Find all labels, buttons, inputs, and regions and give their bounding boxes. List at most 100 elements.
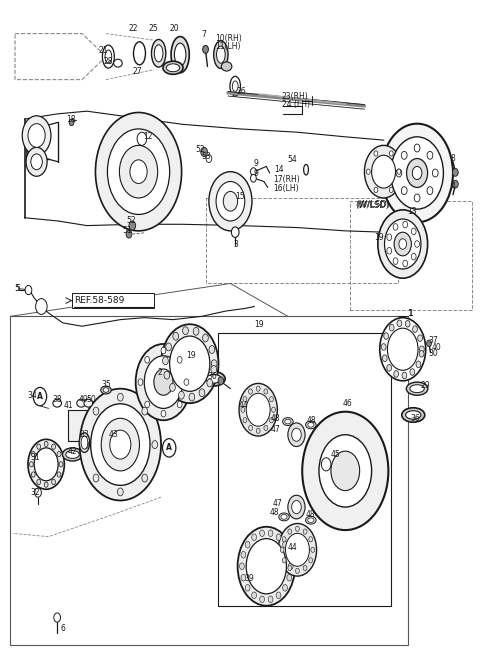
Circle shape <box>427 152 433 159</box>
Circle shape <box>411 228 416 235</box>
Circle shape <box>241 407 245 413</box>
Circle shape <box>384 219 421 269</box>
Circle shape <box>169 384 175 391</box>
Text: 27: 27 <box>133 67 143 76</box>
Text: 41: 41 <box>64 401 73 410</box>
Circle shape <box>387 364 392 371</box>
Circle shape <box>278 523 317 576</box>
Ellipse shape <box>406 382 428 395</box>
Ellipse shape <box>152 40 166 67</box>
Circle shape <box>126 230 132 238</box>
Text: 13: 13 <box>408 207 417 215</box>
Text: 38: 38 <box>52 395 62 405</box>
Circle shape <box>407 159 428 187</box>
Circle shape <box>243 397 247 402</box>
Circle shape <box>93 407 99 415</box>
Circle shape <box>162 439 176 457</box>
Text: 35: 35 <box>101 380 111 389</box>
Text: 25: 25 <box>148 24 158 33</box>
Circle shape <box>296 568 300 573</box>
Text: 1: 1 <box>408 308 413 318</box>
Circle shape <box>389 324 394 331</box>
Text: 50: 50 <box>87 395 96 405</box>
Text: 37: 37 <box>428 336 438 345</box>
Ellipse shape <box>66 451 79 459</box>
Ellipse shape <box>53 399 61 407</box>
Circle shape <box>397 320 402 327</box>
Text: 23(RH): 23(RH) <box>282 92 308 101</box>
Circle shape <box>69 119 74 126</box>
Ellipse shape <box>202 372 225 386</box>
Circle shape <box>292 500 301 513</box>
Text: 52: 52 <box>126 217 136 225</box>
Circle shape <box>399 239 407 249</box>
Circle shape <box>394 232 411 256</box>
Circle shape <box>44 482 48 487</box>
Circle shape <box>416 361 421 368</box>
Circle shape <box>427 340 432 347</box>
Ellipse shape <box>81 436 88 449</box>
Ellipse shape <box>279 513 289 521</box>
Circle shape <box>169 336 210 391</box>
Circle shape <box>383 355 387 362</box>
Circle shape <box>260 530 264 536</box>
Text: 53: 53 <box>202 152 212 161</box>
Circle shape <box>145 357 150 363</box>
Ellipse shape <box>155 45 163 62</box>
Circle shape <box>240 563 244 569</box>
Circle shape <box>309 558 312 563</box>
Circle shape <box>83 441 89 449</box>
Circle shape <box>184 379 189 386</box>
Circle shape <box>31 451 35 457</box>
Circle shape <box>207 379 213 387</box>
Circle shape <box>44 442 48 447</box>
Bar <box>350 201 472 310</box>
Circle shape <box>251 168 256 175</box>
Text: 36: 36 <box>410 414 420 423</box>
Text: 39: 39 <box>245 573 254 583</box>
Circle shape <box>241 552 246 558</box>
Circle shape <box>28 440 64 489</box>
Circle shape <box>203 334 208 342</box>
Circle shape <box>152 441 157 449</box>
Circle shape <box>302 412 388 530</box>
Ellipse shape <box>79 433 90 453</box>
Text: 3: 3 <box>233 239 238 248</box>
Circle shape <box>276 534 281 540</box>
Circle shape <box>211 366 216 374</box>
Circle shape <box>280 547 284 552</box>
Circle shape <box>101 418 140 471</box>
Text: 33: 33 <box>80 430 89 439</box>
Ellipse shape <box>221 62 232 71</box>
Ellipse shape <box>308 518 314 523</box>
Text: 51: 51 <box>123 226 132 235</box>
Text: 14: 14 <box>275 165 284 174</box>
Circle shape <box>256 428 260 434</box>
Circle shape <box>209 172 252 231</box>
Ellipse shape <box>214 41 228 69</box>
Text: 31: 31 <box>30 453 40 462</box>
Circle shape <box>287 552 292 558</box>
Text: 46: 46 <box>343 399 353 408</box>
Circle shape <box>303 529 307 534</box>
Circle shape <box>52 479 56 484</box>
Text: 44: 44 <box>288 543 298 552</box>
Circle shape <box>31 154 42 170</box>
Ellipse shape <box>306 516 316 524</box>
Circle shape <box>397 169 401 174</box>
Circle shape <box>402 372 407 379</box>
Circle shape <box>381 343 386 350</box>
Text: 19: 19 <box>374 233 384 242</box>
Ellipse shape <box>206 374 221 383</box>
Circle shape <box>387 234 392 241</box>
Circle shape <box>292 428 301 442</box>
Text: 42: 42 <box>68 447 77 455</box>
Circle shape <box>25 285 32 295</box>
Text: 36: 36 <box>207 372 217 382</box>
Circle shape <box>108 129 169 214</box>
Ellipse shape <box>304 165 309 175</box>
Circle shape <box>393 223 398 230</box>
Text: 45: 45 <box>331 450 341 459</box>
Circle shape <box>414 194 420 202</box>
Circle shape <box>130 160 147 183</box>
